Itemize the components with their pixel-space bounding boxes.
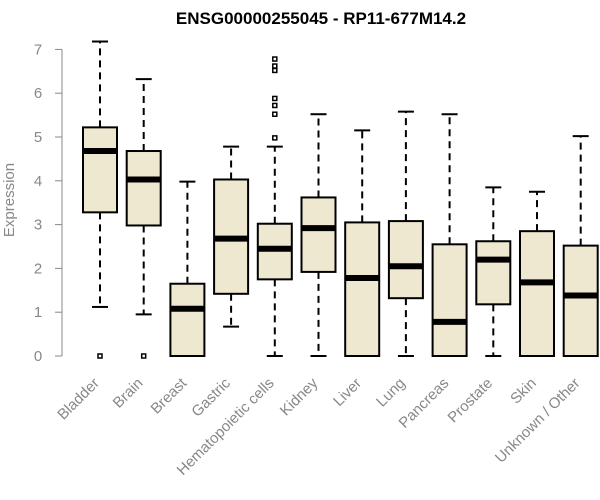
y-tick-label: 1: [34, 304, 42, 321]
box-group: [475, 186, 512, 357]
outlier-point: [97, 353, 103, 359]
outlier-point: [272, 102, 278, 109]
y-tick-label: 7: [34, 41, 42, 58]
outlier-point: [272, 111, 278, 117]
x-category-label: Lung: [373, 375, 409, 411]
box: [344, 221, 381, 357]
x-category-label: Prostate: [445, 375, 497, 427]
box-group: [387, 110, 424, 357]
box: [387, 220, 424, 300]
y-tick-label: 0: [34, 348, 42, 365]
chart-title: ENSG00000255045 - RP11-677M14.2: [176, 9, 466, 28]
box-group: [213, 145, 250, 328]
box: [519, 230, 555, 357]
y-axis: 0 1 2 3 4 5 6 7: [34, 41, 63, 365]
outlier-point: [272, 135, 278, 141]
x-category-label: Breast: [148, 374, 191, 417]
box-group: [169, 180, 206, 358]
x-category-label: Bladder: [54, 375, 103, 424]
box-group: [344, 129, 381, 357]
box: [431, 243, 468, 357]
y-axis-label: Expression: [1, 163, 18, 237]
x-category-label: Liver: [330, 375, 365, 410]
box: [169, 282, 206, 358]
y-tick-label: 4: [34, 173, 42, 190]
box-group: [82, 40, 118, 359]
y-tick-label: 2: [34, 260, 42, 277]
boxes: [82, 40, 599, 359]
outlier-point: [272, 67, 278, 74]
box: [300, 196, 337, 273]
x-category-label: Brain: [110, 375, 147, 412]
box: [475, 240, 512, 306]
box-group: [256, 56, 293, 357]
box-group: [562, 135, 599, 357]
box-group: [519, 190, 555, 357]
outlier-point: [272, 63, 278, 69]
box-group: [125, 78, 162, 359]
x-category-label: Skin: [507, 375, 540, 408]
outlier-point: [140, 353, 147, 359]
y-tick-label: 3: [34, 217, 42, 234]
y-tick-label: 6: [34, 85, 42, 102]
box: [562, 244, 599, 357]
outlier-point: [272, 95, 278, 102]
box: [82, 126, 118, 214]
outlier-point: [272, 56, 278, 62]
box: [125, 150, 162, 227]
y-tick-label: 5: [34, 129, 42, 146]
box-group: [431, 113, 468, 357]
x-category-label: Kidney: [277, 374, 322, 419]
box-group: [300, 113, 337, 357]
